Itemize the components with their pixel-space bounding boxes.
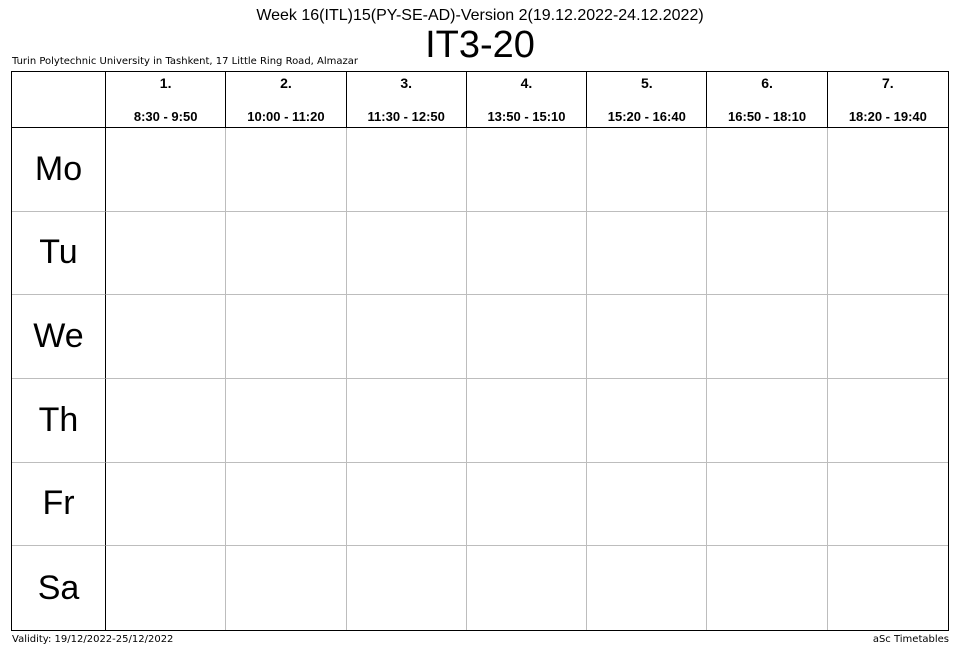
lesson-slot [106,295,227,379]
period-header-4: 4. 13:50 - 15:10 [466,72,588,128]
period-time: 16:50 - 18:10 [728,109,807,124]
day-label: Th [12,378,106,463]
lesson-slot [827,212,948,296]
lesson-slot [707,462,828,547]
day-label: Fr [12,462,106,547]
lesson-slot [707,546,828,630]
lesson-slot [106,128,227,212]
lesson-slot [106,211,227,296]
lesson-slot [226,295,347,379]
lesson-slot [587,211,708,296]
lesson-slot [466,462,588,547]
timetable-subtitle: Week 16(ITL)15(PY-SE-AD)-Version 2(19.12… [256,7,704,24]
lesson-slot [587,378,708,463]
day-label: Sa [12,546,106,630]
period-time: 15:20 - 16:40 [607,109,686,124]
class-title: IT3-20 [425,24,535,66]
generator-credit: aSc Timetables [872,634,949,645]
period-number: 4. [520,75,533,91]
day-label: We [12,295,106,379]
period-number: 7. [882,75,894,91]
lesson-slot [466,128,588,212]
lesson-slot [707,128,828,212]
lesson-slot [466,378,588,463]
period-number: 3. [400,75,413,91]
lesson-slot [466,295,588,379]
period-header-1: 1. 8:30 - 9:50 [106,72,227,128]
lesson-slot [346,295,467,379]
lesson-slot [346,378,467,463]
period-time: 11:30 - 12:50 [367,109,445,124]
lesson-slot [827,379,948,463]
period-header-5: 5. 15:20 - 16:40 [587,72,708,128]
school-name: Turin Polytechnic University in Tashkent… [12,56,358,67]
period-number: 5. [640,75,653,91]
period-number: 2. [280,75,292,91]
lesson-slot [827,295,948,379]
lesson-slot [467,546,588,630]
period-header-7: 7. 18:20 - 19:40 [827,72,948,128]
lesson-slot [226,462,347,547]
lesson-slot [346,462,467,547]
lesson-slot [587,546,708,630]
lesson-slot [226,128,347,212]
lesson-slot [466,211,588,296]
period-time: 10:00 - 11:20 [247,109,325,124]
timetable-grid: 1. 8:30 - 9:50 2. 10:00 - 11:20 3. 11:30… [11,71,949,631]
lesson-slot [707,295,828,379]
lesson-slot [707,211,828,296]
lesson-slot [346,211,467,296]
lesson-slot [106,546,227,630]
period-time: 13:50 - 15:10 [487,109,566,124]
period-time: 18:20 - 19:40 [848,109,927,124]
validity-text: Validity: 19/12/2022-25/12/2022 [12,634,174,645]
lesson-slot [827,463,948,547]
lesson-slot [226,546,347,630]
day-label: Tu [12,211,106,296]
day-label: Mo [12,128,106,212]
period-header-3: 3. 11:30 - 12:50 [346,72,467,128]
period-number: 6. [761,75,773,91]
corner-cell [12,72,106,128]
lesson-slot [346,128,467,212]
lesson-slot [226,211,347,296]
lesson-slot [587,295,708,379]
lesson-slot [707,378,828,463]
period-number: 1. [159,75,172,91]
lesson-slot [106,378,227,463]
lesson-slot [587,462,708,547]
lesson-slot [827,128,948,212]
lesson-slot [226,378,347,463]
lesson-slot [828,546,948,630]
period-time: 8:30 - 9:50 [133,109,198,124]
lesson-slot [347,546,467,630]
lesson-slot [106,462,227,547]
lesson-slot [587,128,708,212]
period-header-2: 2. 10:00 - 11:20 [226,72,347,128]
period-header-6: 6. 16:50 - 18:10 [707,72,828,128]
